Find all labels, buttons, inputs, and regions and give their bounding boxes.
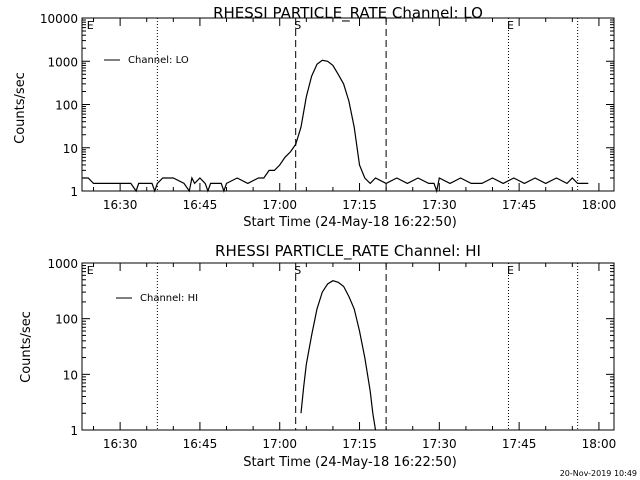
y-axis-label-hi: Counts/sec bbox=[19, 311, 34, 383]
y-axis-label-lo: Counts/sec bbox=[13, 72, 28, 144]
x-tick-label-hi: 18:00 bbox=[582, 437, 617, 451]
event-marker-lo: E bbox=[87, 19, 94, 32]
event-marker-lo: S bbox=[294, 19, 301, 32]
event-marker-lo: E bbox=[507, 19, 514, 32]
y-tick-label-lo: 1 bbox=[70, 185, 78, 199]
x-tick-label-hi: 17:30 bbox=[422, 437, 457, 451]
generation-timestamp: 20-Nov-2019 10:49 bbox=[560, 469, 637, 478]
y-tick-label-hi: 10 bbox=[63, 368, 78, 382]
event-marker-hi: E bbox=[87, 264, 94, 277]
event-marker-hi: S bbox=[294, 264, 301, 277]
legend-hi: Channel: HI bbox=[116, 293, 198, 304]
panel-lo: RHESSI PARTICLE_RATE Channel: LO Start T… bbox=[13, 4, 616, 230]
x-tick-label-lo: 17:15 bbox=[342, 198, 377, 212]
x-tick-label-lo: 17:30 bbox=[422, 198, 457, 212]
y-tick-label-hi: 1000 bbox=[47, 257, 78, 271]
plot-frame-hi bbox=[81, 262, 615, 431]
y-tick-label-hi: 100 bbox=[55, 313, 78, 327]
x-tick-label-lo: 17:00 bbox=[262, 198, 297, 212]
event-marker-hi: E bbox=[507, 264, 514, 277]
x-tick-label-hi: 17:45 bbox=[502, 437, 537, 451]
plot-frame-lo bbox=[81, 17, 615, 192]
y-tick-label-lo: 10000 bbox=[40, 12, 78, 26]
x-tick-label-hi: 16:30 bbox=[103, 437, 138, 451]
x-tick-label-lo: 16:45 bbox=[183, 198, 218, 212]
chart-title-hi: RHESSI PARTICLE_RATE Channel: HI bbox=[215, 242, 481, 261]
legend-label-lo: Channel: LO bbox=[128, 55, 189, 66]
x-tick-label-lo: 17:45 bbox=[502, 198, 537, 212]
y-tick-label-lo: 10 bbox=[63, 142, 78, 156]
x-axis-label-hi: Start Time (24-May-18 16:22:50) bbox=[243, 455, 457, 470]
series-line-hi bbox=[300, 280, 377, 431]
y-tick-label-lo: 1000 bbox=[47, 55, 78, 69]
series-line-lo bbox=[82, 59, 589, 194]
legend-label-hi: Channel: HI bbox=[140, 293, 198, 304]
x-tick-label-hi: 17:00 bbox=[262, 437, 297, 451]
y-tick-label-lo: 100 bbox=[55, 99, 78, 113]
panel-hi: RHESSI PARTICLE_RATE Channel: HI Start T… bbox=[19, 242, 616, 470]
x-tick-label-lo: 16:30 bbox=[103, 198, 138, 212]
y-tick-label-hi: 1 bbox=[70, 424, 78, 438]
x-tick-label-hi: 17:15 bbox=[342, 437, 377, 451]
legend-lo: Channel: LO bbox=[104, 55, 189, 66]
x-tick-label-lo: 18:00 bbox=[582, 198, 617, 212]
x-tick-label-hi: 16:45 bbox=[183, 437, 218, 451]
x-axis-label-lo: Start Time (24-May-18 16:22:50) bbox=[243, 215, 457, 230]
